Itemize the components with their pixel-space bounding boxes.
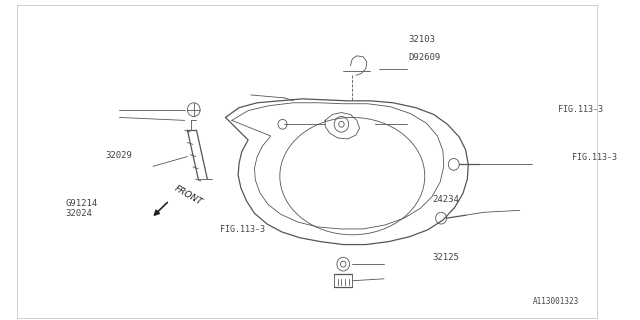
Text: 24234: 24234 [432, 196, 459, 204]
Text: FIG.113-3: FIG.113-3 [572, 154, 617, 163]
Text: 32103: 32103 [408, 36, 435, 44]
Text: G91214: G91214 [65, 199, 97, 209]
Text: FRONT: FRONT [173, 184, 204, 207]
Text: FIG.113-3: FIG.113-3 [558, 106, 603, 115]
Text: A113001323: A113001323 [532, 297, 579, 306]
Text: D92609: D92609 [408, 52, 440, 61]
Text: 32024: 32024 [65, 209, 92, 218]
Text: 32029: 32029 [105, 150, 132, 159]
Text: FIG.113-3: FIG.113-3 [220, 226, 265, 235]
Text: 32125: 32125 [432, 252, 459, 261]
